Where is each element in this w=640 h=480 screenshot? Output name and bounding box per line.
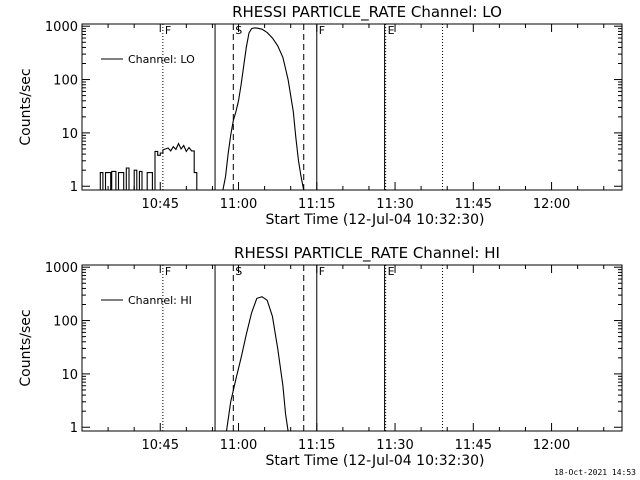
panel1-ytick-label: 10: [61, 127, 78, 142]
panel1-xtick-label: 11:00: [220, 197, 257, 212]
panel1-legend-label: Channel: LO: [128, 53, 195, 66]
panel1-xtick-label: 12:00: [533, 197, 570, 212]
panel2-marker-label: E: [388, 265, 395, 278]
panel2-marker-label: F: [319, 265, 325, 278]
panel1-ytick-label: 100: [53, 74, 78, 89]
panel1-title: RHESSI PARTICLE_RATE Channel: LO: [232, 3, 502, 22]
panel1-marker-label: S: [235, 24, 242, 37]
panel1-ylabel: Counts/sec: [18, 68, 34, 145]
panel2-xtick-label: 11:00: [220, 438, 257, 453]
panel2-ylabel: Counts/sec: [18, 309, 34, 386]
panel1-marker-label: F: [165, 24, 171, 37]
panel2-series-line-1: [225, 296, 289, 432]
panel1-ytick-label: 1: [70, 180, 78, 195]
panel1-marker-label: F: [319, 24, 325, 37]
panel1-xtick-label: 11:45: [455, 197, 492, 212]
panel2-xtick-label: 12:00: [533, 438, 570, 453]
panel2-xtick-label: 11:15: [298, 438, 335, 453]
panel1-series-line-2: [222, 27, 305, 191]
panel1-xtick-label: 11:30: [376, 197, 413, 212]
panel1-xtick-label: 10:45: [142, 197, 179, 212]
panel1-series-line-1: [99, 142, 198, 191]
footer-timestamp: 18-Oct-2021 14:53: [554, 468, 636, 477]
panel2-xtick-label: 10:45: [142, 438, 179, 453]
panel2-ytick-label: 10: [61, 368, 78, 383]
panel2-marker-label: S: [235, 265, 242, 278]
panel2-ytick-label: 1000: [45, 261, 78, 276]
panel2-xtick-label: 11:30: [376, 438, 413, 453]
panel1-marker-label: E: [388, 24, 395, 37]
panel2-ytick-label: 100: [53, 315, 78, 330]
panel2-xtick-label: 11:45: [455, 438, 492, 453]
panel2-ytick-label: 1: [70, 421, 78, 436]
panel1-ytick-label: 1000: [45, 20, 78, 35]
panel2-xlabel: Start Time (12-Jul-04 10:32:30): [265, 453, 484, 469]
panel2-legend-label: Channel: HI: [128, 294, 192, 307]
panel2-title: RHESSI PARTICLE_RATE Channel: HI: [234, 244, 500, 263]
panel2-marker-label: F: [165, 265, 171, 278]
panel1-xtick-label: 11:15: [298, 197, 335, 212]
panel1-xlabel: Start Time (12-Jul-04 10:32:30): [265, 212, 484, 228]
